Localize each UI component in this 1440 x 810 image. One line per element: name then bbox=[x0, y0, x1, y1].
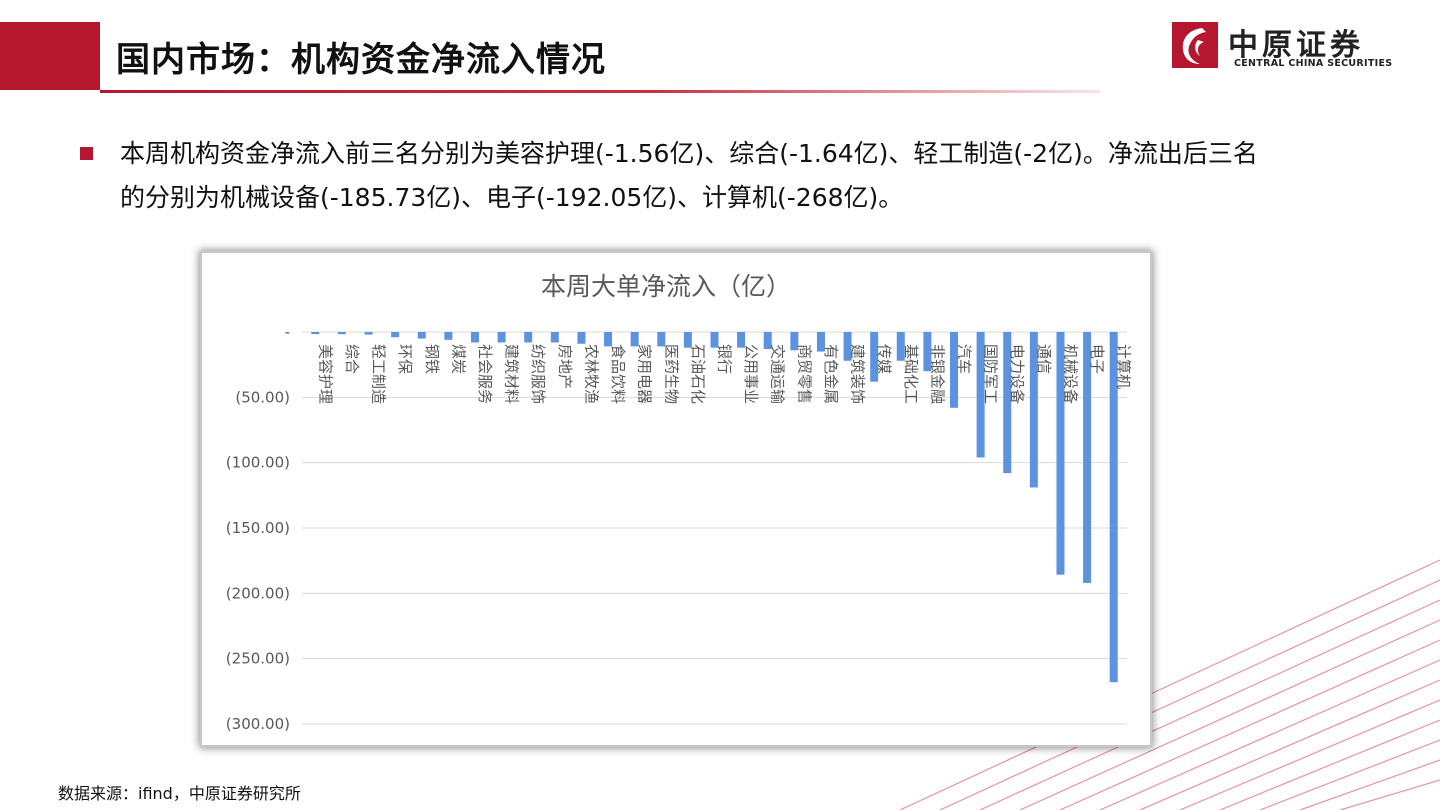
x-tick-label: 社会服务 bbox=[476, 344, 494, 404]
x-tick-label: 钢铁 bbox=[423, 344, 441, 374]
x-axis-labels: 美容护理 综合 轻工制造 环保 钢铁 煤炭 社会服务 建筑材料 纺织服饰 房地产 农林牧渔 食品饮料家… bbox=[316, 344, 1132, 404]
bar-传媒 bbox=[870, 332, 879, 382]
x-tick-label: 石油石化 bbox=[689, 344, 707, 404]
x-tick-label: 食品饮料 bbox=[609, 344, 627, 404]
x-tick-label: 传媒 bbox=[875, 344, 893, 374]
bar-通信 bbox=[1029, 332, 1038, 488]
chart-bars bbox=[311, 332, 1118, 683]
bar-建筑材料 bbox=[497, 332, 506, 343]
bar-机械设备 bbox=[1056, 332, 1065, 575]
y-tick-label: (50.00) bbox=[235, 388, 290, 406]
x-tick-label: 计算机 bbox=[1115, 344, 1133, 389]
bar-公用事业 bbox=[737, 332, 746, 348]
bar-综合 bbox=[337, 332, 346, 335]
bar-房地产 bbox=[550, 332, 559, 343]
bar-建筑装饰 bbox=[843, 332, 852, 361]
y-tick-label: (250.00) bbox=[226, 650, 290, 668]
bar-煤炭 bbox=[444, 332, 453, 340]
bar-医药生物 bbox=[657, 332, 666, 347]
bar-美容护理 bbox=[311, 332, 320, 335]
bar-chart: 本周大单净流入（亿） - (50.00) (100.00) (150.00) (200.… bbox=[226, 272, 1133, 733]
y-tick-label: (150.00) bbox=[226, 519, 290, 537]
data-source-note: 数据来源：ifind，中原证券研究所 bbox=[58, 784, 301, 803]
chart-container: 本周大单净流入（亿） - (50.00) (100.00) (150.00) (200.… bbox=[202, 253, 1150, 745]
title-accent-block bbox=[0, 22, 100, 90]
x-tick-label: 基础化工 bbox=[902, 344, 920, 404]
bar-基础化工 bbox=[896, 332, 905, 361]
bar-纺织服饰 bbox=[524, 332, 533, 343]
x-tick-label: 汽车 bbox=[955, 344, 973, 374]
y-axis: - (50.00) (100.00) (150.00) (200.00) (250.00)… bbox=[226, 323, 290, 733]
x-tick-label: 电子 bbox=[1088, 344, 1106, 374]
bar-轻工制造 bbox=[364, 332, 373, 335]
bar-计算机 bbox=[1109, 332, 1118, 683]
x-tick-label: 国防军工 bbox=[982, 344, 1000, 404]
company-logo: 中原证券 CENTRAL CHINA SECURITIES bbox=[1172, 22, 1412, 72]
bar-食品饮料 bbox=[604, 332, 613, 347]
x-tick-label: 医药生物 bbox=[662, 344, 680, 404]
x-tick-label: 建筑装饰 bbox=[849, 344, 867, 404]
x-tick-label: 商贸零售 bbox=[795, 344, 813, 404]
bar-非银金融 bbox=[923, 332, 932, 372]
logo-emblem-icon bbox=[1172, 22, 1218, 68]
x-tick-label: 公用事业 bbox=[742, 344, 760, 404]
summary-paragraph: 本周机构资金净流入前三名分别为美容护理(-1.56亿)、综合(-1.64亿)、轻… bbox=[120, 132, 1400, 220]
bar-有色金属 bbox=[816, 332, 825, 352]
x-tick-label: 煤炭 bbox=[449, 344, 467, 374]
bar-电子 bbox=[1083, 332, 1092, 583]
y-tick-label: - bbox=[285, 323, 290, 341]
bullet-marker bbox=[80, 147, 93, 160]
title-underline bbox=[100, 90, 1100, 93]
x-tick-label: 纺织服饰 bbox=[529, 344, 547, 404]
y-tick-label: (100.00) bbox=[226, 454, 290, 472]
page-title: 国内市场：机构资金净流入情况 bbox=[116, 40, 606, 80]
bar-钢铁 bbox=[417, 332, 426, 339]
logo-chinese-text: 中原证券 bbox=[1228, 28, 1364, 63]
x-tick-label: 电力设备 bbox=[1008, 344, 1026, 404]
x-tick-label: 环保 bbox=[396, 344, 414, 374]
x-tick-label: 通信 bbox=[1035, 344, 1053, 374]
header: 国内市场：机构资金净流入情况 bbox=[0, 22, 1100, 93]
bar-农林牧渔 bbox=[577, 332, 586, 344]
x-tick-label: 家用电器 bbox=[636, 344, 654, 404]
logo-english-text: CENTRAL CHINA SECURITIES bbox=[1234, 58, 1393, 69]
bar-石油石化 bbox=[683, 332, 692, 348]
summary-line-1: 本周机构资金净流入前三名分别为美容护理(-1.56亿)、综合(-1.64亿)、轻… bbox=[120, 139, 1258, 168]
x-tick-label: 建筑材料 bbox=[503, 344, 521, 404]
x-tick-label: 非银金融 bbox=[928, 344, 946, 404]
bar-汽车 bbox=[950, 332, 959, 408]
bar-商贸零售 bbox=[790, 332, 799, 351]
x-tick-label: 轻工制造 bbox=[370, 344, 388, 404]
y-tick-label: (300.00) bbox=[226, 715, 290, 733]
x-tick-label: 综合 bbox=[343, 344, 361, 374]
x-tick-label: 房地产 bbox=[556, 344, 574, 389]
bar-交通运输 bbox=[763, 332, 772, 349]
bar-银行 bbox=[710, 332, 719, 348]
x-tick-label: 机械设备 bbox=[1061, 344, 1079, 404]
x-tick-label: 美容护理 bbox=[316, 344, 334, 404]
bar-社会服务 bbox=[470, 332, 479, 343]
x-tick-label: 农林牧渔 bbox=[582, 344, 600, 404]
y-tick-label: (200.00) bbox=[226, 584, 290, 602]
x-tick-label: 有色金属 bbox=[822, 344, 840, 404]
chart-title: 本周大单净流入（亿） bbox=[541, 272, 791, 301]
summary-line-2: 的分别为机械设备(-185.73亿)、电子(-192.05亿)、计算机(-268… bbox=[120, 183, 904, 212]
bar-家用电器 bbox=[630, 332, 639, 347]
x-tick-label: 银行 bbox=[716, 344, 734, 374]
bar-国防军工 bbox=[976, 332, 985, 458]
bar-环保 bbox=[391, 332, 400, 338]
x-tick-label: 交通运输 bbox=[769, 344, 787, 404]
bar-电力设备 bbox=[1003, 332, 1012, 474]
